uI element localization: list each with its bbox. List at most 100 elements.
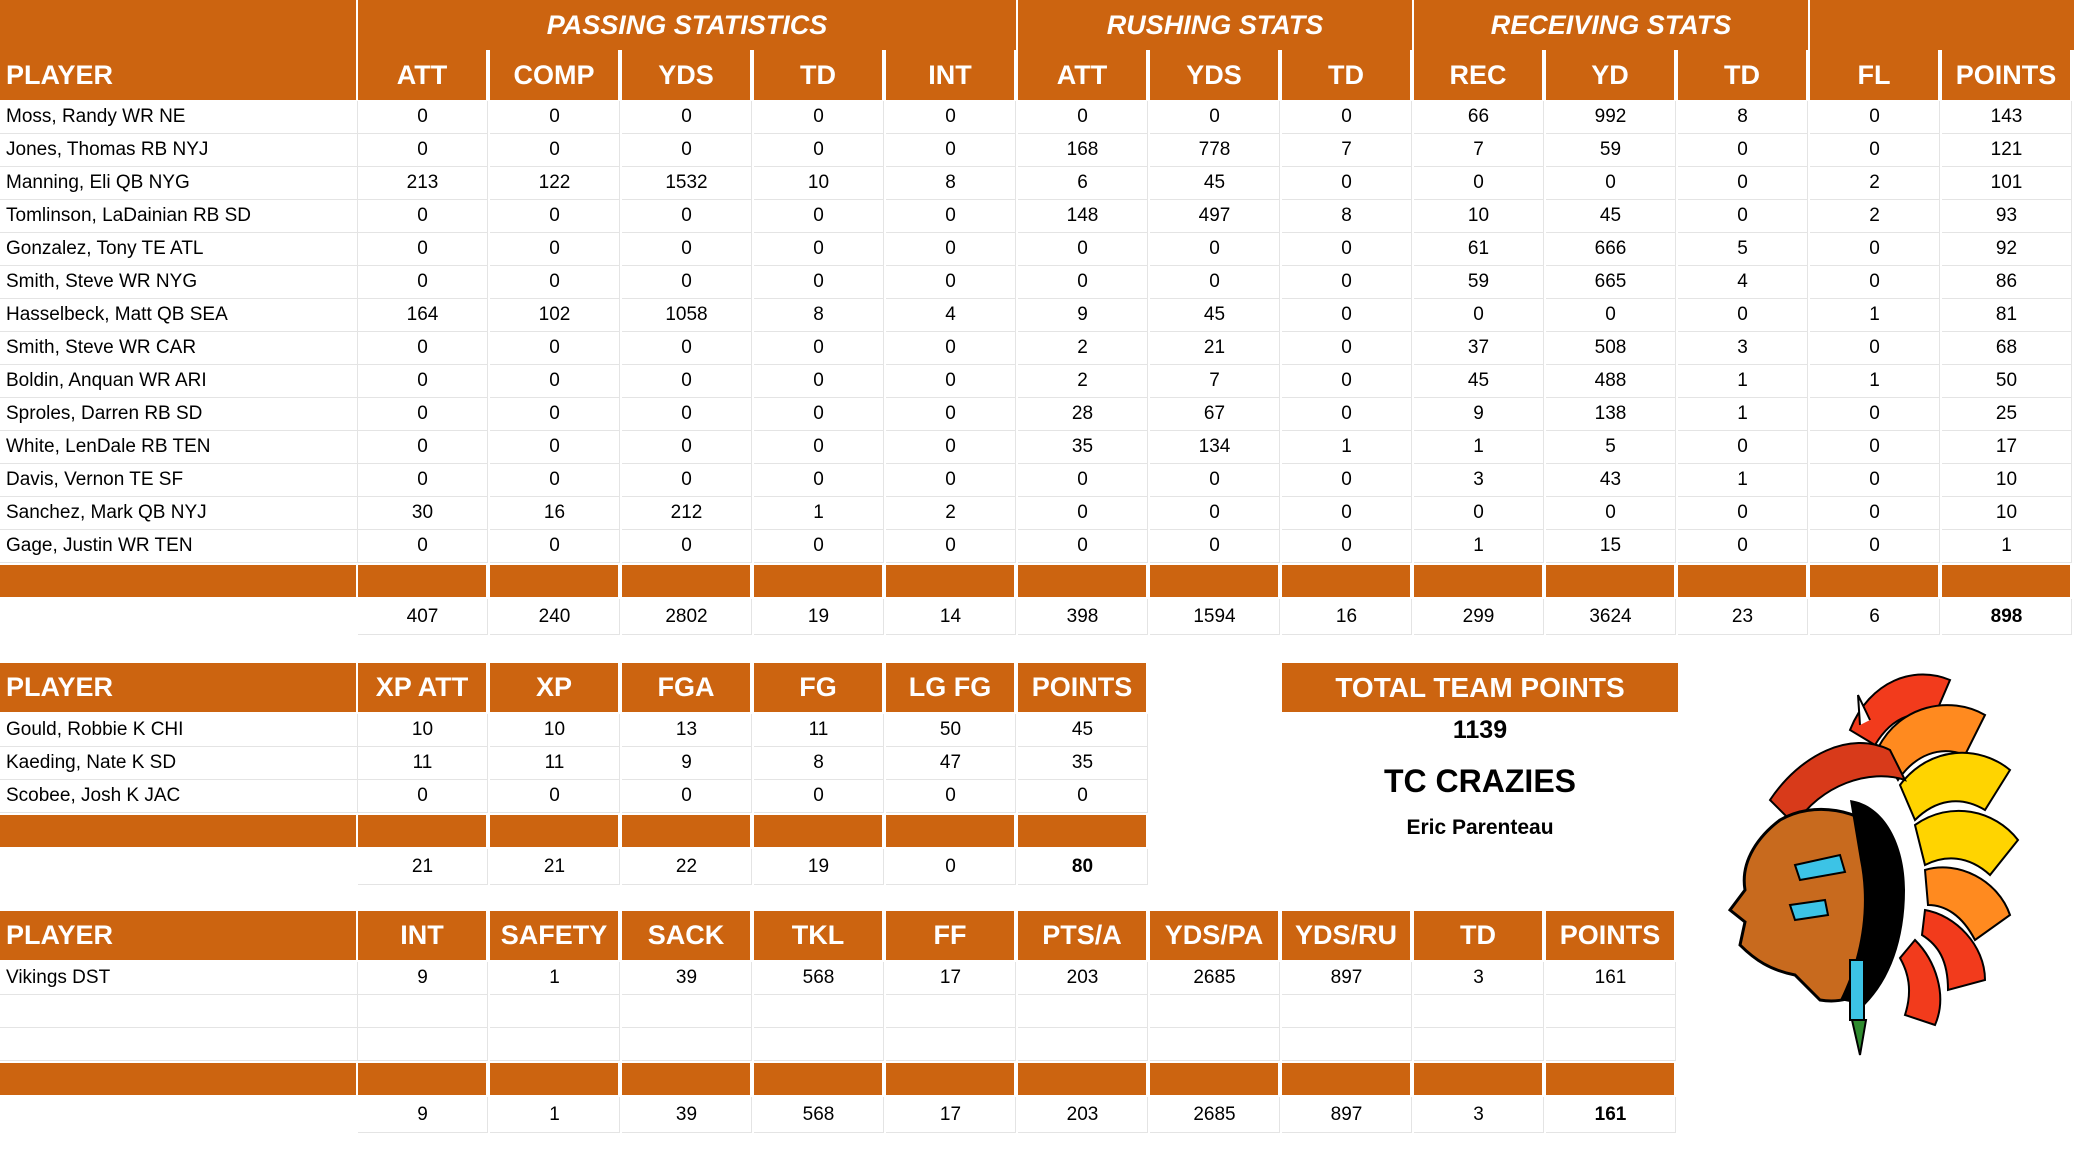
stat-cell: 0 <box>1018 101 1148 134</box>
offense-col-td: TD <box>754 50 884 100</box>
stat-cell: 0 <box>754 233 884 266</box>
empty-cell <box>1414 1028 1544 1061</box>
stat-cell: 0 <box>1810 431 1940 464</box>
player-name: Gage, Justin WR TEN <box>0 530 358 563</box>
offense-total: 19 <box>754 599 884 635</box>
stat-cell: 0 <box>622 365 752 398</box>
kicker-name: Scobee, Josh K JAC <box>0 780 358 813</box>
stat-cell: 0 <box>754 431 884 464</box>
stat-cell: 122 <box>490 167 620 200</box>
defense-separator-bar <box>1546 1063 1674 1095</box>
player-name: Smith, Steve WR CAR <box>0 332 358 365</box>
player-name: Sanchez, Mark QB NYJ <box>0 497 358 530</box>
stat-cell: 0 <box>490 464 620 497</box>
stat-cell: 0 <box>754 332 884 365</box>
kicking-stat-cell: 0 <box>358 780 488 813</box>
kicking-col-player: PLAYER <box>0 663 358 712</box>
offense-total: 16 <box>1282 599 1412 635</box>
kicker-name: Kaeding, Nate K SD <box>0 747 358 780</box>
stat-cell: 168 <box>1018 134 1148 167</box>
defense-total: 568 <box>754 1097 884 1133</box>
stat-cell: 0 <box>1678 497 1808 530</box>
offense-col-yds: YDS <box>622 50 752 100</box>
stat-cell: 28 <box>1018 398 1148 431</box>
team-owner: Eric Parenteau <box>1406 816 1554 839</box>
empty-cell <box>1018 1028 1148 1061</box>
defense-col-ydsru: YDS/RU <box>1282 911 1412 960</box>
stat-cell: 0 <box>1282 464 1412 497</box>
stat-cell: 0 <box>754 134 884 167</box>
empty-cell <box>886 1028 1016 1061</box>
stat-cell: 6 <box>1018 167 1148 200</box>
stat-cell: 5 <box>1678 233 1808 266</box>
defense-separator-bar <box>886 1063 1014 1095</box>
defense-total: 897 <box>1282 1097 1412 1133</box>
stat-cell: 0 <box>1678 530 1808 563</box>
offense-total: 898 <box>1942 599 2072 635</box>
empty-cell <box>622 995 752 1028</box>
stat-cell: 0 <box>1282 497 1412 530</box>
offense-total: 407 <box>358 599 488 635</box>
stat-cell: 0 <box>622 134 752 167</box>
empty-cell <box>886 995 1016 1028</box>
stat-cell: 0 <box>490 332 620 365</box>
offense-separator-bar <box>1018 565 1146 597</box>
stat-cell: 0 <box>1414 299 1544 332</box>
kicking-stat-cell: 13 <box>622 714 752 747</box>
stat-cell: 67 <box>1150 398 1280 431</box>
defense-col-safety: SAFETY <box>490 911 620 960</box>
total-team-points-header: TOTAL TEAM POINTS <box>1282 663 1678 712</box>
offense-total: 6 <box>1810 599 1940 635</box>
stat-cell: 1 <box>1810 365 1940 398</box>
stat-cell: 0 <box>1150 101 1280 134</box>
stat-cell: 0 <box>490 431 620 464</box>
stat-cell: 0 <box>754 266 884 299</box>
kicking-col-fg: FG <box>754 663 884 712</box>
stat-cell: 0 <box>886 266 1016 299</box>
stat-cell: 45 <box>1414 365 1544 398</box>
stat-cell: 213 <box>358 167 488 200</box>
stat-cell: 0 <box>1018 497 1148 530</box>
kicking-separator-bar <box>754 815 882 847</box>
stat-cell: 4 <box>1678 266 1808 299</box>
stat-cell: 0 <box>358 464 488 497</box>
stat-cell: 50 <box>1942 365 2072 398</box>
stat-cell: 0 <box>1018 266 1148 299</box>
stat-cell: 0 <box>490 134 620 167</box>
chief-headdress-logo <box>1727 673 2020 1056</box>
team-name: TC CRAZIES <box>1384 762 1576 799</box>
offense-separator-bar <box>0 565 356 597</box>
stat-cell: 0 <box>1810 233 1940 266</box>
stat-cell: 9 <box>1018 299 1148 332</box>
stat-cell: 5 <box>1546 431 1676 464</box>
stat-cell: 1 <box>1282 431 1412 464</box>
kicking-stat-cell: 9 <box>622 747 752 780</box>
stat-cell: 10 <box>1942 464 2072 497</box>
defense-separator-bar <box>358 1063 486 1095</box>
stat-cell: 0 <box>1282 530 1412 563</box>
player-header-spacer <box>0 0 356 50</box>
empty-cell <box>358 995 488 1028</box>
defense-col-player: PLAYER <box>0 911 358 960</box>
stat-cell: 0 <box>886 398 1016 431</box>
stat-cell: 0 <box>622 431 752 464</box>
stat-cell: 0 <box>1546 497 1676 530</box>
stat-cell: 0 <box>754 101 884 134</box>
defense-total: 203 <box>1018 1097 1148 1133</box>
stat-cell: 101 <box>1942 167 2072 200</box>
stat-cell: 0 <box>490 266 620 299</box>
defense-separator-bar <box>622 1063 750 1095</box>
stat-cell: 0 <box>1414 497 1544 530</box>
offense-col-rec: REC <box>1414 50 1544 100</box>
stat-cell: 0 <box>358 233 488 266</box>
stat-cell: 8 <box>754 299 884 332</box>
kicking-total: 22 <box>622 849 752 885</box>
stat-cell: 497 <box>1150 200 1280 233</box>
defense-separator-bar <box>1150 1063 1278 1095</box>
player-name: Sproles, Darren RB SD <box>0 398 358 431</box>
kicking-stat-cell: 10 <box>358 714 488 747</box>
stat-cell: 0 <box>358 530 488 563</box>
stat-cell: 138 <box>1546 398 1676 431</box>
empty-cell <box>754 995 884 1028</box>
stat-cell: 10 <box>1414 200 1544 233</box>
